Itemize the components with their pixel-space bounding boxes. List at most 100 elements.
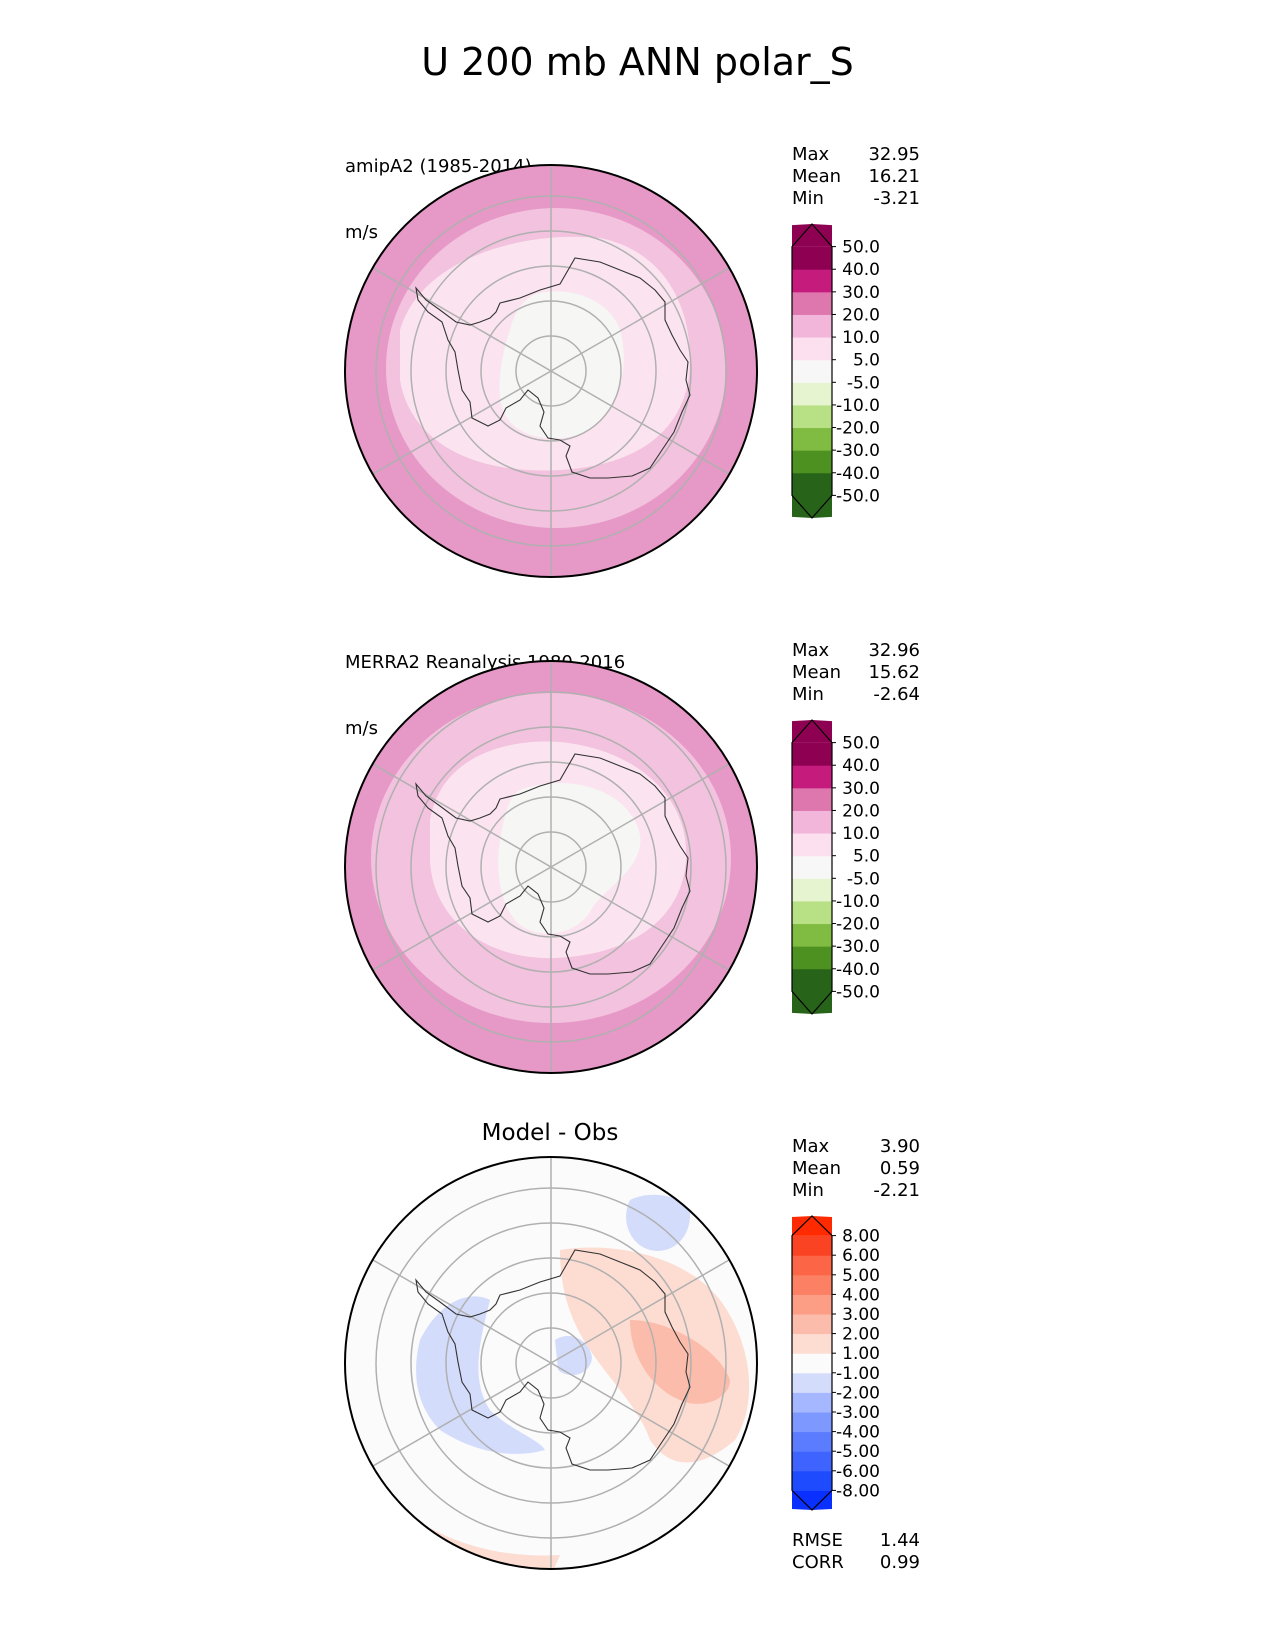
colorbar-segment	[792, 1490, 832, 1510]
stat-value: 1.44	[879, 1530, 920, 1551]
colorbar-segment	[792, 404, 832, 429]
colorbar-segment	[792, 1274, 832, 1295]
colorbars: -50.0-40.0-30.0-20.0-10.0-5.05.010.020.0…	[791, 223, 880, 1511]
colorbar-tick-label: -2.00	[836, 1383, 880, 1403]
colorbar-tick-label: -1.00	[836, 1364, 880, 1384]
colorbar-segment	[792, 1353, 832, 1374]
colorbar-segment	[792, 946, 832, 970]
colorbar-segment	[792, 1372, 832, 1393]
colorbar-segment	[792, 382, 832, 406]
panel3-graticule	[372, 1157, 730, 1569]
colorbar-segment	[792, 495, 832, 518]
panel2-map	[344, 660, 758, 1074]
colorbar-tick-label: -20.0	[836, 419, 880, 439]
colorbar-segment	[792, 833, 832, 857]
colorbar-tick-label: -50.0	[836, 982, 880, 1002]
stat-value: 32.96	[868, 640, 920, 661]
colorbar-segment	[792, 1451, 832, 1472]
antarctica-outline	[415, 753, 691, 975]
colorbar-tick-label: 1.00	[842, 1344, 880, 1364]
colorbar-segment	[792, 1470, 832, 1491]
panel3-extra-stats: RMSE 1.44 CORR 0.99	[792, 1530, 920, 1574]
colorbar-segment	[792, 269, 832, 293]
meridian-line	[372, 763, 730, 971]
panel1-stats: Max 32.95 Mean 16.21 Min -3.21	[792, 144, 920, 210]
colorbar-tick-label: -4.00	[836, 1423, 880, 1443]
colorbar-panel2: -50.0-40.0 -30.0-20.0 -10.0 -5.05.0 10.0 20.0…	[791, 719, 880, 1015]
colorbar-tick-label: -30.0	[836, 441, 880, 461]
stat-name: Mean	[792, 1158, 842, 1179]
colorbar-segment	[792, 720, 832, 743]
panel1-coastline	[415, 257, 691, 479]
colorbar-tick-label: 4.00	[842, 1285, 880, 1305]
field-band-neg2-neg1	[416, 1296, 545, 1454]
colorbar-tick-label: -5.0	[847, 869, 880, 889]
panel3-stats: Max 3.90 Mean 0.59 Min -2.21	[792, 1136, 920, 1202]
colorbar-segment	[792, 1235, 832, 1256]
colorbar-tick-label: 6.00	[842, 1246, 880, 1266]
field-band-neg2-neg1	[626, 1194, 691, 1251]
stat-name: CORR	[792, 1552, 844, 1573]
stat-name: Min	[792, 1180, 824, 1201]
colorbar-segment	[792, 900, 832, 925]
colorbar-segment	[792, 1333, 832, 1354]
stat-name: Max	[792, 144, 830, 165]
colorbar-tick-label: -40.0	[836, 464, 880, 484]
panel2-map-border	[344, 660, 758, 1074]
panel1-units: m/s	[345, 222, 378, 243]
stat-value: -2.21	[873, 1180, 920, 1201]
colorbar-tick-label: -50.0	[836, 486, 880, 506]
colorbar-tick-label: 10.0	[842, 328, 880, 348]
colorbar-segment	[792, 810, 832, 834]
colorbar-panel3: -8.00-6.00-5.00-4.00-3.00-2.00-1.001.002…	[791, 1215, 880, 1511]
colorbar-tick-label: 30.0	[842, 779, 880, 799]
panel2-coastline	[415, 753, 691, 975]
stat-value: -2.64	[873, 684, 920, 705]
field-band-neg5-5	[498, 783, 641, 934]
colorbar-segment	[792, 1294, 832, 1315]
colorbar-segment	[792, 878, 832, 902]
colorbar-segment	[792, 923, 832, 947]
colorbar-tick-label: 8.00	[842, 1227, 880, 1247]
colorbar-segment	[792, 246, 832, 270]
panel2-units: m/s	[345, 718, 378, 739]
colorbar-tick-label: -40.0	[836, 960, 880, 980]
stat-value: 0.99	[879, 1552, 920, 1573]
stat-name: Max	[792, 1136, 830, 1157]
colorbar-segment	[792, 1314, 832, 1335]
colorbar-tick-label: 40.0	[842, 756, 880, 776]
stat-name: Min	[792, 188, 824, 209]
colorbar-tick-label: 20.0	[842, 305, 880, 325]
stat-name: Mean	[792, 166, 842, 187]
meridian-line	[372, 267, 730, 475]
colorbar-segment	[792, 742, 832, 766]
stat-value: 3.90	[879, 1136, 920, 1157]
colorbar-segment	[792, 450, 832, 474]
colorbar-segment	[792, 337, 832, 361]
colorbar-tick-label: -6.00	[836, 1462, 880, 1482]
colorbar-tick-label: -8.00	[836, 1481, 880, 1501]
colorbar-segment	[792, 291, 832, 315]
colorbar-tick-label: -30.0	[836, 937, 880, 957]
colorbar-segment	[792, 765, 832, 789]
colorbar-tick-label: 10.0	[842, 824, 880, 844]
colorbar-tick-label: -20.0	[836, 915, 880, 935]
colorbar-segment	[792, 855, 832, 879]
stat-value: -3.21	[873, 188, 920, 209]
colorbar-segment	[792, 1255, 832, 1276]
figure-title: U 200 mb ANN polar_S	[421, 40, 854, 84]
colorbar-tick-label: 40.0	[842, 260, 880, 280]
stat-value: 15.62	[868, 662, 920, 683]
panel1-map	[344, 164, 758, 578]
antarctica-outline	[415, 257, 691, 479]
panel1-graticule	[372, 165, 730, 577]
panel2-graticule	[372, 661, 730, 1073]
stat-name: Mean	[792, 662, 842, 683]
panel3-coastline	[415, 1249, 691, 1471]
field-band-2-3	[630, 1320, 730, 1404]
colorbar-segment	[792, 427, 832, 451]
colorbar-tick-label: 50.0	[842, 238, 880, 258]
colorbar-tick-label: 5.00	[842, 1266, 880, 1286]
colorbar-tick-label: 30.0	[842, 283, 880, 303]
